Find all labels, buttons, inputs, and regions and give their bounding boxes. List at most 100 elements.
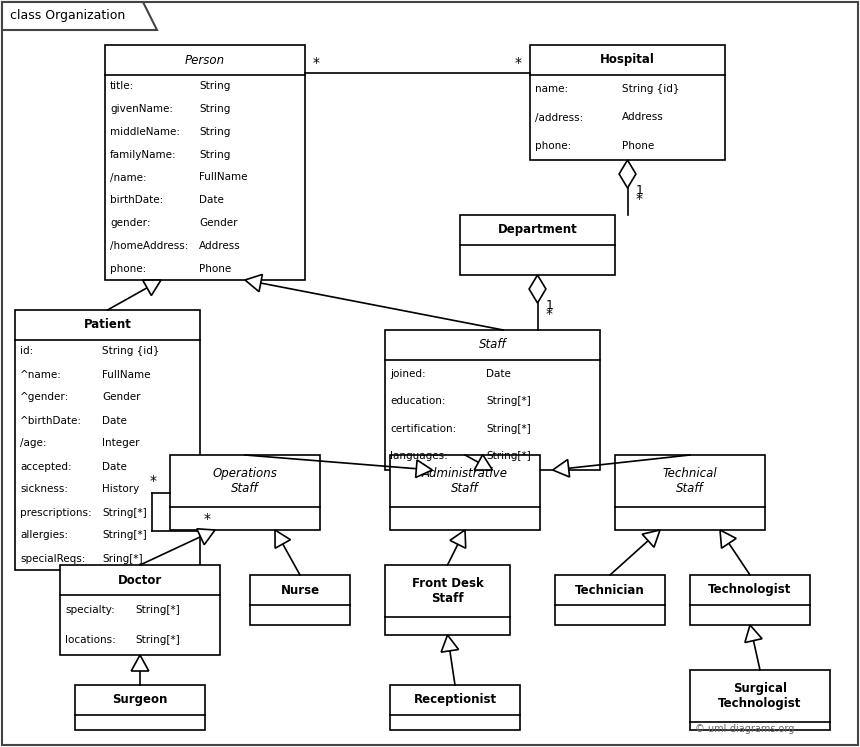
Text: title:: title: bbox=[110, 81, 134, 91]
Polygon shape bbox=[745, 625, 762, 642]
Text: *: * bbox=[545, 307, 552, 321]
Text: sickness:: sickness: bbox=[20, 485, 68, 495]
Bar bbox=[555, 575, 665, 625]
Text: *: * bbox=[313, 56, 320, 70]
Text: prescriptions:: prescriptions: bbox=[20, 507, 92, 518]
Polygon shape bbox=[529, 275, 546, 303]
Text: ^name:: ^name: bbox=[20, 370, 62, 379]
Polygon shape bbox=[415, 460, 433, 477]
Text: gender:: gender: bbox=[110, 218, 150, 228]
Text: middleName:: middleName: bbox=[110, 127, 180, 137]
Bar bbox=[105, 45, 305, 280]
Text: specialty:: specialty: bbox=[65, 605, 114, 615]
Bar bbox=[250, 575, 350, 625]
Text: String[*]: String[*] bbox=[486, 451, 531, 461]
Polygon shape bbox=[450, 530, 466, 548]
Text: String: String bbox=[199, 104, 230, 114]
Bar bbox=[615, 455, 765, 530]
Text: *: * bbox=[204, 512, 211, 526]
Polygon shape bbox=[720, 530, 736, 548]
Text: 1: 1 bbox=[636, 184, 643, 197]
Text: Address: Address bbox=[622, 113, 663, 123]
Text: Patient: Patient bbox=[83, 318, 132, 332]
Text: Integer: Integer bbox=[102, 438, 139, 448]
Text: String {id}: String {id} bbox=[622, 84, 679, 94]
Polygon shape bbox=[553, 459, 569, 477]
Text: ^gender:: ^gender: bbox=[20, 392, 70, 403]
Text: languages:: languages: bbox=[390, 451, 448, 461]
Text: Administrative
Staff: Administrative Staff bbox=[422, 467, 508, 495]
Text: Front Desk
Staff: Front Desk Staff bbox=[412, 577, 483, 605]
Text: Gender: Gender bbox=[199, 218, 237, 228]
Text: String[*]: String[*] bbox=[135, 605, 180, 615]
Polygon shape bbox=[275, 530, 291, 548]
Bar bbox=[60, 565, 220, 655]
Polygon shape bbox=[441, 635, 458, 652]
Polygon shape bbox=[619, 160, 636, 188]
Polygon shape bbox=[474, 455, 493, 470]
Text: String[*]: String[*] bbox=[486, 424, 531, 434]
Text: String {id}: String {id} bbox=[102, 347, 159, 356]
Text: 1: 1 bbox=[545, 299, 553, 312]
Text: joined:: joined: bbox=[390, 369, 426, 379]
Text: Technical
Staff: Technical Staff bbox=[663, 467, 717, 495]
Text: Gender: Gender bbox=[102, 392, 140, 403]
Bar bbox=[385, 565, 510, 635]
Text: String[*]: String[*] bbox=[486, 396, 531, 406]
Polygon shape bbox=[143, 280, 161, 296]
Bar bbox=[460, 215, 615, 275]
Text: phone:: phone: bbox=[535, 141, 571, 151]
Bar bbox=[390, 685, 520, 730]
Text: name:: name: bbox=[535, 84, 568, 94]
Text: *: * bbox=[636, 192, 642, 206]
Text: Nurse: Nurse bbox=[280, 583, 320, 597]
Text: birthDate:: birthDate: bbox=[110, 195, 163, 205]
Text: FullName: FullName bbox=[199, 173, 248, 182]
Text: String[*]: String[*] bbox=[135, 635, 180, 645]
Bar bbox=[690, 575, 810, 625]
Text: certification:: certification: bbox=[390, 424, 457, 434]
Text: Date: Date bbox=[102, 415, 126, 426]
Text: String: String bbox=[199, 127, 230, 137]
Polygon shape bbox=[642, 530, 660, 548]
Polygon shape bbox=[197, 529, 215, 545]
Text: *: * bbox=[150, 474, 157, 488]
Bar bbox=[75, 685, 205, 730]
Text: Phone: Phone bbox=[199, 264, 231, 273]
Text: Department: Department bbox=[498, 223, 577, 237]
Text: Date: Date bbox=[199, 195, 224, 205]
Text: © uml-diagrams.org: © uml-diagrams.org bbox=[695, 724, 795, 734]
Text: /name:: /name: bbox=[110, 173, 146, 182]
Text: givenName:: givenName: bbox=[110, 104, 173, 114]
Text: accepted:: accepted: bbox=[20, 462, 71, 471]
Text: Staff: Staff bbox=[479, 338, 507, 352]
Bar bbox=[385, 330, 600, 470]
Text: String: String bbox=[199, 149, 230, 160]
Text: History: History bbox=[102, 485, 139, 495]
Bar bbox=[170, 455, 320, 530]
Polygon shape bbox=[132, 655, 149, 671]
Text: locations:: locations: bbox=[65, 635, 116, 645]
Text: Hospital: Hospital bbox=[600, 54, 655, 66]
Text: Date: Date bbox=[102, 462, 126, 471]
Text: String: String bbox=[199, 81, 230, 91]
Bar bbox=[690, 670, 830, 730]
Bar bbox=[530, 45, 725, 160]
Text: phone:: phone: bbox=[110, 264, 146, 273]
Text: Address: Address bbox=[199, 241, 241, 251]
Text: /age:: /age: bbox=[20, 438, 46, 448]
Text: ^birthDate:: ^birthDate: bbox=[20, 415, 82, 426]
Bar bbox=[390, 455, 540, 530]
Text: id:: id: bbox=[20, 347, 34, 356]
Text: allergies:: allergies: bbox=[20, 530, 68, 541]
Bar bbox=[15, 310, 200, 570]
Text: Operations
Staff: Operations Staff bbox=[212, 467, 278, 495]
Text: Sring[*]: Sring[*] bbox=[102, 554, 143, 563]
Text: Technician: Technician bbox=[575, 583, 645, 597]
Text: Phone: Phone bbox=[622, 141, 654, 151]
Text: education:: education: bbox=[390, 396, 445, 406]
Polygon shape bbox=[245, 274, 262, 291]
Text: /homeAddress:: /homeAddress: bbox=[110, 241, 188, 251]
Text: Surgeon: Surgeon bbox=[113, 693, 168, 707]
Text: String[*]: String[*] bbox=[102, 507, 147, 518]
